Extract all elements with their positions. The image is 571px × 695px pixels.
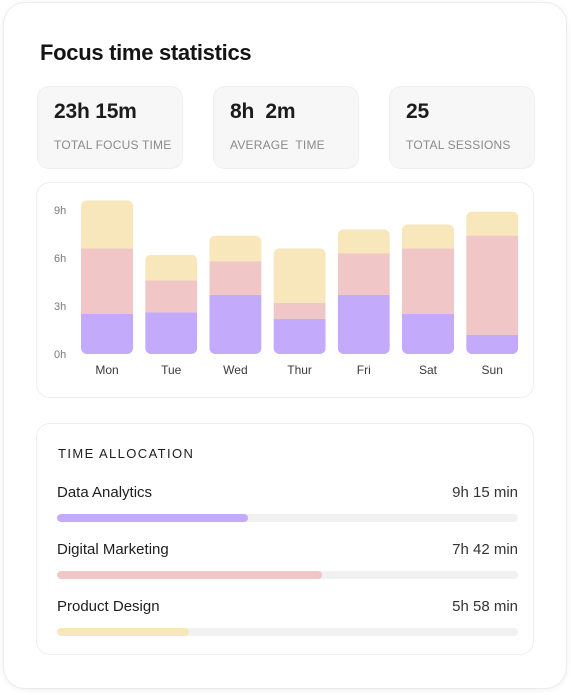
allocation-row-digital-marketing: Digital Marketing 7h 42 min — [57, 541, 518, 589]
bar-stack-tue — [145, 254, 198, 354]
bar-segment-sun-0 — [466, 334, 519, 354]
y-tick-label: 9h — [54, 205, 66, 217]
bar-segment-thur-2 — [273, 248, 326, 303]
allocation-time: 7h 42 min — [452, 541, 518, 558]
y-tick-label: 0h — [54, 349, 66, 361]
y-tick-label: 3h — [54, 301, 66, 313]
stat-value: 8h 2m — [230, 100, 296, 123]
x-tick-label: Sun — [482, 363, 503, 377]
progress-track — [57, 514, 518, 522]
bar-stack-thur — [273, 248, 326, 354]
bar-stack-fri — [337, 229, 390, 354]
progress-fill — [57, 628, 190, 636]
allocation-name: Digital Marketing — [57, 541, 169, 558]
x-tick-label: Thur — [287, 363, 312, 377]
stat-total-sessions: 25 TOTAL SESSIONS — [389, 86, 535, 169]
bar-segment-mon-2 — [81, 200, 133, 249]
allocation-row-product-design: Product Design 5h 58 min — [57, 598, 518, 646]
bar-stack-mon — [81, 200, 133, 354]
time-allocation-panel: TIME ALLOCATION Data Analytics 9h 15 min… — [36, 423, 534, 655]
progress-fill — [57, 514, 248, 522]
bar-segment-wed-0 — [209, 294, 262, 354]
x-tick-label: Wed — [223, 363, 247, 377]
stat-label: AVERAGE TIME — [230, 138, 325, 152]
allocation-name: Product Design — [57, 598, 160, 615]
bar-segment-fri-0 — [337, 294, 390, 354]
bar-segment-fri-1 — [337, 253, 390, 295]
allocation-name: Data Analytics — [57, 484, 153, 501]
allocation-time: 9h 15 min — [452, 484, 518, 501]
bar-stack-sun — [466, 211, 519, 354]
bar-stack-sat — [402, 224, 454, 354]
x-tick-label: Mon — [95, 363, 118, 377]
bar-segment-sat-2 — [402, 224, 454, 249]
allocation-title: TIME ALLOCATION — [58, 446, 195, 461]
stacked-bar-chart: 0h 3h 6h 9h Mon Tue Wed Thur Fri Sat Sun — [54, 200, 519, 377]
bar-segment-sat-0 — [402, 314, 454, 354]
bar-segment-tue-0 — [145, 312, 198, 354]
allocation-time: 5h 58 min — [452, 598, 518, 615]
weekly-chart-panel: 0h 3h 6h 9h Mon Tue Wed Thur Fri Sat Sun — [36, 182, 534, 398]
stat-value: 25 — [406, 100, 429, 123]
stat-average-time: 8h 2m AVERAGE TIME — [213, 86, 359, 169]
bar-segment-mon-1 — [81, 248, 133, 314]
progress-fill — [57, 571, 323, 579]
bar-segment-sun-2 — [466, 211, 519, 236]
allocation-row-data-analytics: Data Analytics 9h 15 min — [57, 484, 518, 532]
stat-label: TOTAL FOCUS TIME — [54, 138, 172, 152]
bar-stack-wed — [209, 235, 262, 354]
stat-total-focus-time: 23h 15m TOTAL FOCUS TIME — [37, 86, 183, 169]
x-tick-label: Sat — [419, 363, 438, 377]
bar-segment-thur-1 — [273, 302, 326, 319]
bar-segment-tue-1 — [145, 280, 198, 313]
bar-segment-mon-0 — [81, 314, 133, 354]
bar-segment-thur-0 — [273, 318, 326, 354]
stat-value: 23h 15m — [54, 100, 137, 123]
x-tick-label: Fri — [357, 363, 371, 377]
progress-track — [57, 571, 518, 579]
stat-label: TOTAL SESSIONS — [406, 138, 511, 152]
bar-segment-wed-2 — [209, 235, 262, 262]
y-tick-label: 6h — [54, 253, 66, 265]
page-title: Focus time statistics — [40, 40, 252, 65]
progress-track — [57, 628, 518, 636]
bar-segment-wed-1 — [209, 261, 262, 295]
bar-segment-sat-1 — [402, 248, 454, 314]
bar-segment-sun-1 — [466, 235, 519, 335]
bar-segment-tue-2 — [145, 254, 198, 281]
x-tick-label: Tue — [161, 363, 182, 377]
bar-segment-fri-2 — [337, 229, 390, 254]
